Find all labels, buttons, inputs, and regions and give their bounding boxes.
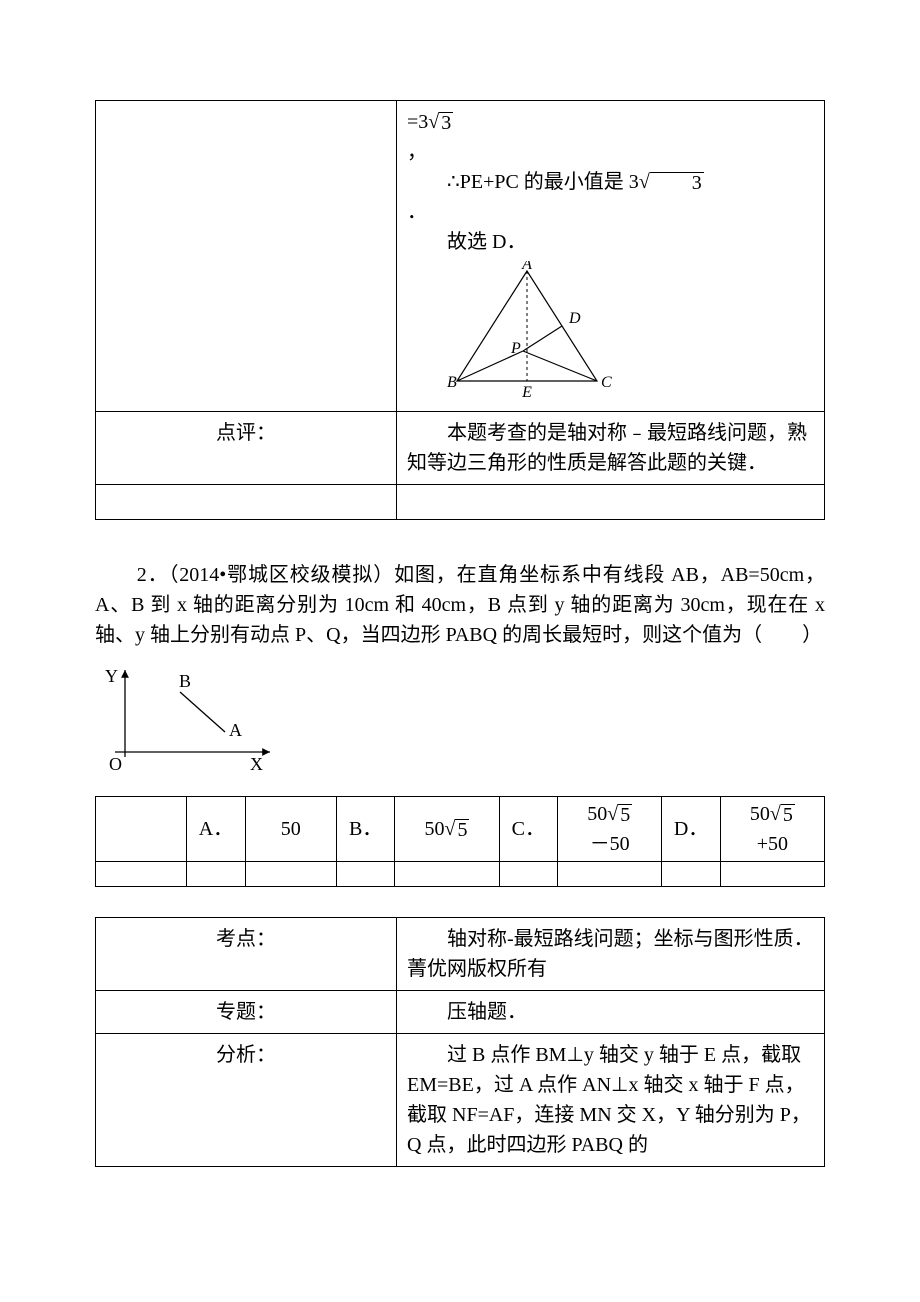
- zhuanti-label: 专题：: [96, 991, 397, 1034]
- kaodian-text: 轴对称-最短路线问题；坐标与图形性质．菁优网版权所有: [397, 918, 825, 991]
- opt-c-label: C．: [499, 797, 558, 862]
- opt-c-val: 50√5－50: [558, 797, 662, 862]
- coord-figure: Y O X B A: [95, 662, 285, 782]
- options-table: A． 50 B． 50√5 C． 50√5－50 D． 50√5+50: [95, 796, 825, 887]
- svg-text:O: O: [109, 754, 122, 774]
- opt-a-label: A．: [187, 797, 246, 862]
- comma: ，: [407, 137, 814, 167]
- opt-b-label: B．: [336, 797, 395, 862]
- solution-left-cell-1: [96, 101, 397, 412]
- svg-text:B: B: [179, 671, 191, 691]
- svg-text:C: C: [601, 374, 612, 391]
- period: ．: [407, 197, 814, 227]
- svg-text:E: E: [521, 384, 532, 401]
- review-text: 本题考查的是轴对称﹣最短路线问题，熟知等边三角形的性质是解答此题的关键．: [397, 412, 825, 485]
- svg-text:A: A: [521, 261, 532, 273]
- opt-d-label: D．: [662, 797, 721, 862]
- opt-b-val: 50√5: [395, 797, 499, 862]
- svg-text:D: D: [568, 310, 581, 327]
- choice-d: 故选 D．: [407, 227, 814, 257]
- opt-d-val: 50√5+50: [720, 797, 824, 862]
- fenxi-label: 分析：: [96, 1034, 397, 1167]
- svg-text:P: P: [510, 340, 521, 357]
- svg-text:B: B: [447, 374, 457, 391]
- empty-cell-r: [397, 485, 825, 520]
- empty-cell-l: [96, 485, 397, 520]
- kaodian-label: 考点：: [96, 918, 397, 991]
- min-text: ∴PE+PC 的最小值是 3: [447, 171, 639, 193]
- opt-a-val: 50: [245, 797, 336, 862]
- zhuanti-text: 压轴题．: [397, 991, 825, 1034]
- sqrt-sym: √3: [428, 111, 453, 133]
- question-2-text: 2．（2014•鄂城区校级模拟）如图，在直角坐标系中有线段 AB，AB=50cm…: [95, 560, 825, 650]
- review-label: 点评：: [96, 412, 397, 485]
- svg-text:A: A: [229, 720, 242, 740]
- eq-text: =3: [407, 111, 428, 133]
- solution-table-1: =3√3 ， ∴PE+PC 的最小值是 3√3 ． 故选 D． A B C D …: [95, 100, 825, 520]
- solution-right-cell-1: =3√3 ， ∴PE+PC 的最小值是 3√3 ． 故选 D． A B C D …: [397, 101, 825, 412]
- solution-table-2: 考点： 轴对称-最短路线问题；坐标与图形性质．菁优网版权所有 专题： 压轴题． …: [95, 917, 825, 1167]
- triangle-figure: A B C D P E: [437, 261, 617, 401]
- svg-text:Y: Y: [105, 666, 118, 686]
- fenxi-text: 过 B 点作 BM⊥y 轴交 y 轴于 E 点，截取 EM=BE，过 A 点作 …: [397, 1034, 825, 1167]
- blank: [96, 797, 187, 862]
- svg-text:X: X: [250, 754, 263, 774]
